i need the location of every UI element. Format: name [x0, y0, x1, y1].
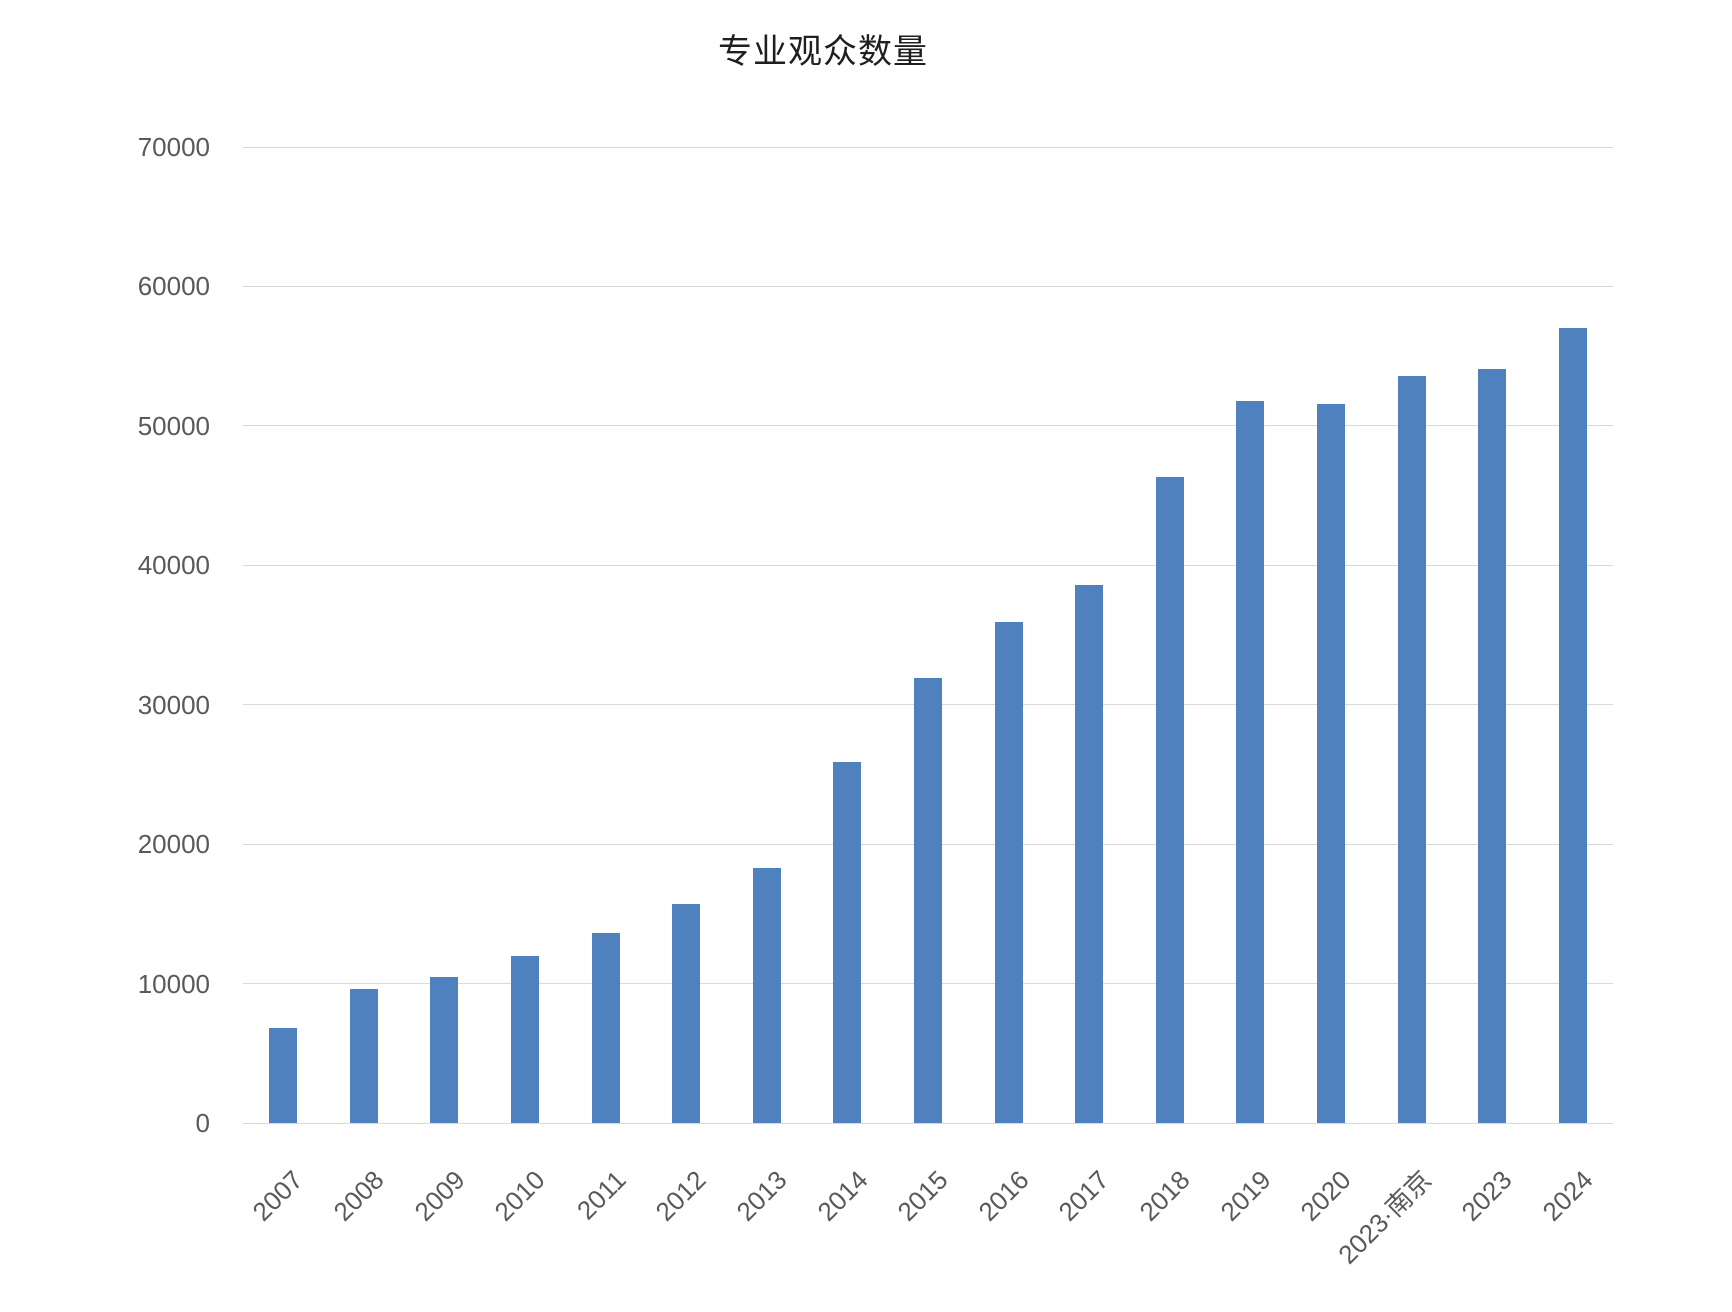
x-tick-label: 2023 — [1455, 1164, 1518, 1227]
bar — [349, 989, 378, 1123]
x-tick-label: 2010 — [488, 1164, 551, 1227]
bar — [591, 933, 620, 1123]
x-tick-label: 2007 — [246, 1164, 310, 1227]
gridline — [243, 146, 1613, 148]
x-tick-label: 2018 — [1133, 1164, 1196, 1227]
x-tick-label: 2020 — [1294, 1164, 1357, 1227]
chart-title: 专业观众数量 — [718, 33, 928, 71]
bar — [1075, 584, 1104, 1123]
bar — [269, 1028, 298, 1123]
x-tick-label: 2011 — [570, 1164, 632, 1226]
gridline — [243, 425, 1613, 427]
gridline — [243, 564, 1613, 566]
bar — [672, 904, 701, 1123]
y-tick-label: 0 — [195, 1108, 210, 1138]
gridline — [243, 1122, 1613, 1124]
bar — [1558, 328, 1587, 1123]
x-tick-label: 2019 — [1214, 1164, 1277, 1227]
bar — [994, 622, 1023, 1123]
bar — [1316, 403, 1345, 1123]
y-tick-label: 70000 — [137, 132, 210, 162]
y-tick-label: 50000 — [137, 410, 210, 441]
y-tick-label: 40000 — [137, 550, 210, 581]
x-tick-label: 2017 — [1052, 1164, 1115, 1227]
bar — [914, 678, 942, 1123]
bar — [752, 867, 781, 1123]
gridline — [243, 285, 1613, 287]
x-tick-label: 2024 — [1536, 1164, 1599, 1227]
y-tick-label: 60000 — [137, 271, 210, 302]
y-tick-label: 20000 — [137, 829, 210, 860]
x-tick-label: 2012 — [649, 1164, 713, 1227]
y-tick-label: 10000 — [137, 968, 210, 999]
x-tick-label: 2008 — [327, 1164, 390, 1227]
x-tick-label: 2009 — [408, 1164, 471, 1227]
bar — [1236, 400, 1265, 1123]
bar — [430, 976, 459, 1123]
bar — [511, 955, 540, 1123]
x-tick-label: 2015 — [891, 1164, 954, 1227]
x-tick-label: 2013 — [730, 1164, 793, 1227]
bar — [1397, 375, 1426, 1123]
x-tick-label: 2016 — [972, 1164, 1035, 1227]
y-tick-label: 30000 — [137, 689, 210, 720]
bar — [1155, 477, 1184, 1123]
bar — [1478, 368, 1507, 1123]
x-tick-label: 2014 — [811, 1164, 874, 1227]
bar — [833, 761, 862, 1123]
